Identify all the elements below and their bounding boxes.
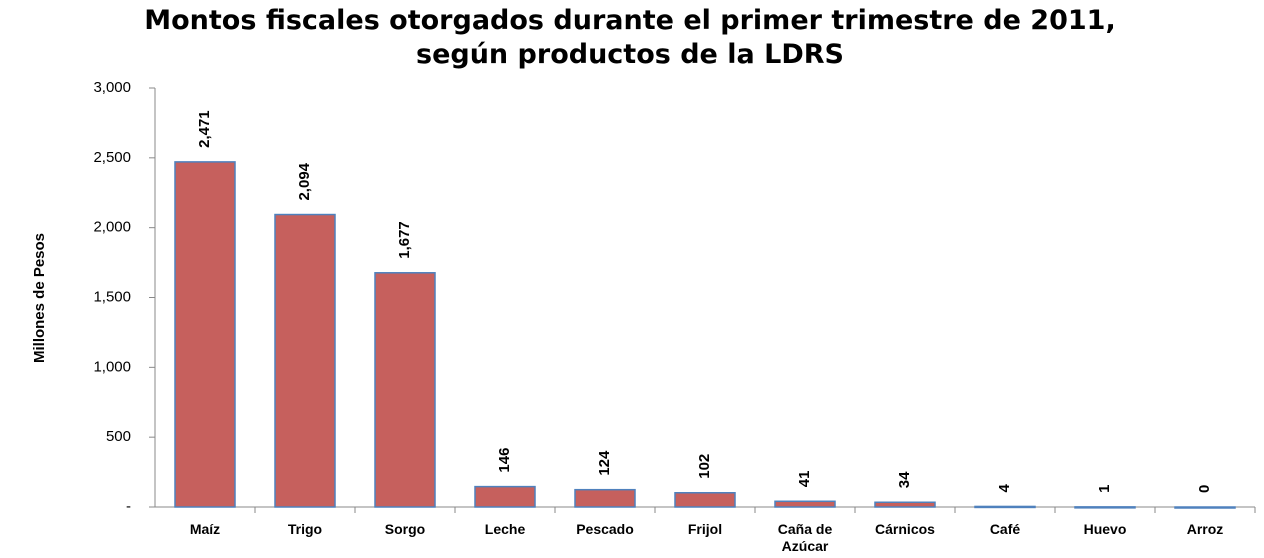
y-tick-label: 3,000 <box>93 79 131 96</box>
x-tick-label: Pescado <box>576 521 634 537</box>
y-tick-label: 1,500 <box>93 288 131 305</box>
bar <box>874 501 936 508</box>
data-label: 34 <box>896 471 913 488</box>
chart-title: Montos fiscales otorgados durante el pri… <box>144 5 1116 70</box>
bar <box>1074 506 1136 509</box>
data-label: 102 <box>696 454 713 479</box>
x-tick-label: Huevo <box>1083 521 1127 537</box>
bar <box>1174 506 1236 509</box>
bar <box>674 492 736 508</box>
bar <box>474 485 536 508</box>
x-tick-label: Trigo <box>287 521 323 537</box>
x-tick-label: Maíz <box>189 521 221 537</box>
data-label: 2,471 <box>196 110 213 148</box>
y-tick-label: 2,000 <box>93 219 131 236</box>
x-tick-label: Arroz <box>1186 521 1224 537</box>
y-tick-label: - <box>126 498 131 515</box>
bar <box>774 500 836 508</box>
data-label: 4 <box>996 483 1013 492</box>
data-label: 1 <box>1096 485 1113 493</box>
data-label: 146 <box>496 448 513 473</box>
y-axis-label: Millones de Pesos <box>31 233 48 363</box>
x-tick-label: Café <box>989 521 1021 537</box>
data-label: 124 <box>596 450 613 476</box>
x-tick-label: Cárnicos <box>875 521 935 537</box>
y-tick-label: 2,500 <box>93 149 131 166</box>
bar <box>274 213 336 508</box>
bar <box>974 505 1036 509</box>
y-tick-label: 1,000 <box>93 358 131 375</box>
data-label: 0 <box>1196 485 1213 493</box>
bar <box>174 161 236 508</box>
x-tick-label: Leche <box>484 521 526 537</box>
data-label: 2,094 <box>296 162 313 200</box>
y-tick-label: 500 <box>106 428 131 445</box>
bar <box>574 488 636 508</box>
bar <box>374 272 436 508</box>
data-label: 41 <box>796 471 813 488</box>
x-tick-label: Caña de Azúcar <box>777 521 833 554</box>
x-tick-label: Frijol <box>687 521 723 537</box>
x-tick-label: Sorgo <box>384 521 426 537</box>
data-label: 1,677 <box>396 221 413 259</box>
